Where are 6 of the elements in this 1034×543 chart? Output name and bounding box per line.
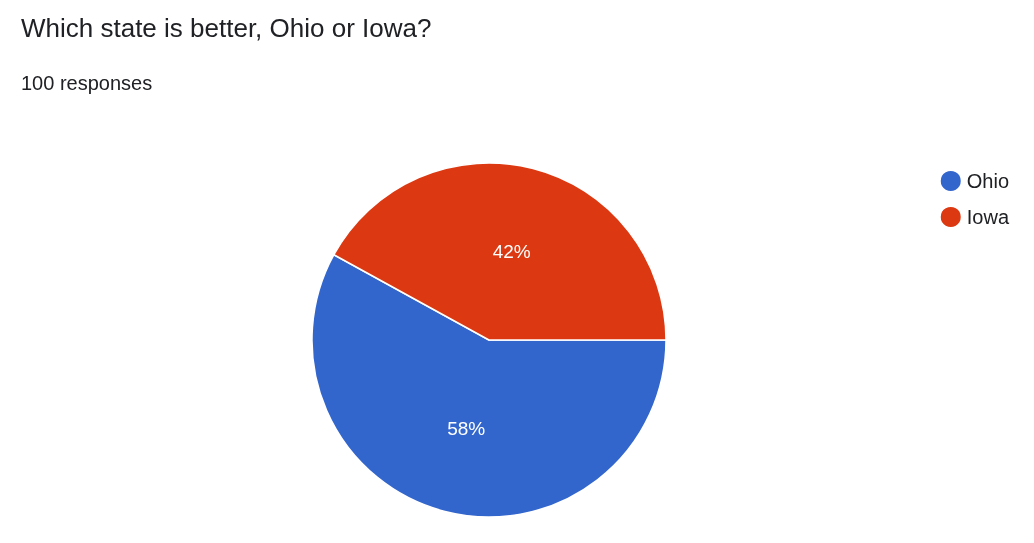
legend-label: Ohio bbox=[966, 170, 1009, 192]
legend-label: Iowa bbox=[966, 206, 1010, 228]
data-label: 58% bbox=[447, 418, 486, 440]
data-label: 42% bbox=[492, 240, 531, 262]
chart-title: Which state is better, Ohio or Iowa? bbox=[21, 13, 432, 43]
text: 100 responses bbox=[21, 72, 153, 94]
